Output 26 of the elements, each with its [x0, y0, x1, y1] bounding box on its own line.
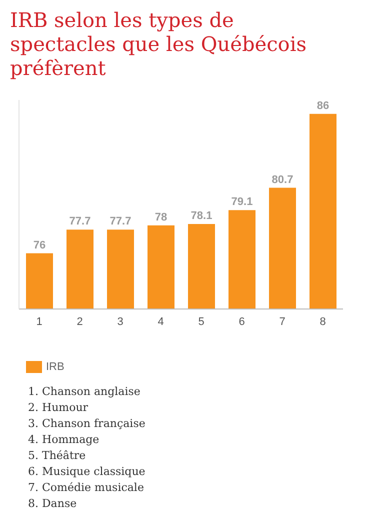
text: 1. Chanson anglaise	[28, 384, 142, 400]
text: 8. Danse	[28, 496, 78, 512]
text: 7. Comédie musicale	[28, 480, 145, 496]
data-label: 77.7	[69, 216, 91, 228]
legend-label: IRB	[46, 360, 64, 373]
data-label: 86	[316, 100, 330, 112]
x-tick-label: 5	[198, 316, 204, 328]
chart-title: IRB selon les types de spectacles que les Québécois préfèrent	[10, 8, 308, 80]
text: 6. Musique classique	[28, 464, 146, 480]
data-label: 77.7	[110, 216, 132, 228]
data-label: 76	[33, 239, 46, 252]
x-tick-label: 2	[76, 316, 83, 328]
data-label: 78	[154, 211, 168, 224]
text: 5. Théâtre	[28, 448, 87, 464]
x-tick-label: 7	[279, 316, 286, 328]
x-tick-label: 6	[238, 316, 245, 328]
text: 2. Humour	[28, 400, 90, 416]
data-label: 79.1	[231, 196, 253, 208]
data-label: 80.7	[272, 174, 294, 186]
x-tick-label: 4	[158, 316, 164, 328]
text: 4. Hommage	[28, 432, 100, 448]
data-label: 78.1	[190, 210, 212, 222]
text: 3. Chanson française	[28, 416, 146, 432]
x-tick-label: 3	[117, 316, 124, 328]
x-tick-label: 8	[320, 316, 326, 328]
x-tick-label: 1	[36, 316, 42, 328]
